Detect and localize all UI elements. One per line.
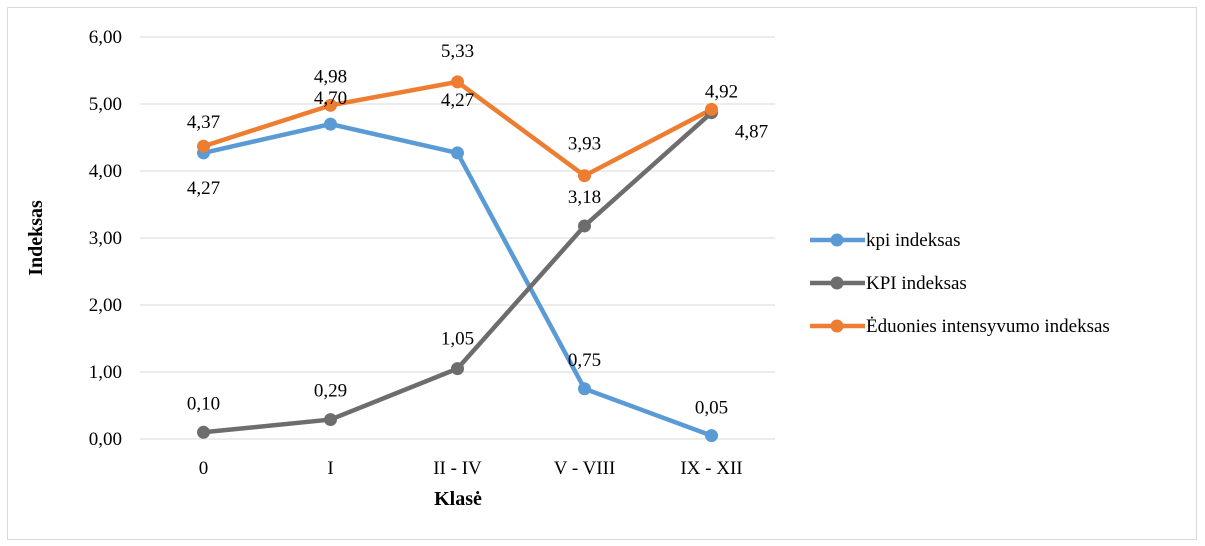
data-label: 4,98: [314, 66, 347, 87]
legend: kpi indeksas KPI indeksas Ėduonies intensy…: [810, 230, 1110, 337]
y-tick-label: 0,00: [89, 429, 122, 450]
data-point: [324, 413, 337, 427]
data-point: [197, 425, 210, 439]
data-point: [705, 102, 718, 116]
data-label: 4,27: [187, 178, 220, 199]
y-tick-label: 3,00: [89, 228, 122, 249]
data-point: [197, 139, 210, 153]
data-point: [705, 429, 718, 443]
data-point: [451, 75, 464, 89]
data-label: 1,05: [441, 329, 474, 350]
data-point: [578, 382, 591, 396]
data-label: 0,75: [568, 350, 601, 371]
x-tick-label: IX - XII: [680, 458, 742, 479]
chart-frame: [7, 7, 1197, 540]
y-tick-label: 2,00: [89, 295, 122, 316]
data-point: [324, 98, 337, 112]
y-tick-label: 1,00: [89, 362, 122, 383]
x-tick-label: II - IV: [433, 458, 482, 479]
series-line: [203, 111, 713, 435]
y-axis-title: Indeksas: [25, 200, 47, 276]
y-tick-label: 5,00: [89, 94, 122, 115]
data-label: 0,29: [314, 381, 347, 402]
x-tick-label: V - VIII: [554, 458, 616, 479]
legend-marker: [830, 233, 844, 247]
data-label: 4,70: [314, 88, 347, 109]
legend-label: Ėduonies intensyvumo indeksas: [866, 316, 1110, 337]
y-tick-label: 6,00: [89, 27, 122, 48]
legend-label: KPI indeksas: [866, 273, 967, 294]
x-axis-ticks: 0 I II - IV V - VIII IX - XII: [199, 458, 743, 479]
data-label: 4,92: [705, 81, 738, 102]
data-label: 4,27: [441, 90, 474, 111]
data-labels: 4,27 4,70 4,27 0,75 0,05 0,10 0,29 1,05 3,18 4,87…: [187, 41, 768, 419]
data-label: 4,37: [187, 112, 220, 133]
data-point: [451, 362, 464, 376]
data-point: [324, 117, 337, 131]
data-label: 3,18: [568, 187, 601, 208]
series-group: [197, 75, 718, 443]
data-label: 3,93: [568, 134, 601, 155]
y-tick-label: 4,00: [89, 161, 122, 182]
gridlines: [140, 36, 775, 440]
data-label: 5,33: [441, 41, 474, 62]
data-point: [451, 146, 464, 160]
y-axis-ticks: 0,00 1,00 2,00 3,00 4,00 5,00 6,00: [89, 27, 122, 450]
data-label: 4,87: [735, 122, 768, 143]
data-point: [578, 169, 591, 183]
x-tick-label: I: [327, 458, 333, 479]
x-tick-label: 0: [199, 458, 209, 479]
data-point: [578, 219, 591, 233]
legend-marker: [830, 319, 844, 333]
data-label: 0,05: [695, 398, 728, 419]
legend-label: kpi indeksas: [866, 230, 960, 251]
legend-marker: [830, 276, 844, 290]
data-label: 0,10: [187, 393, 220, 414]
x-axis-title: Klasė: [434, 488, 482, 510]
